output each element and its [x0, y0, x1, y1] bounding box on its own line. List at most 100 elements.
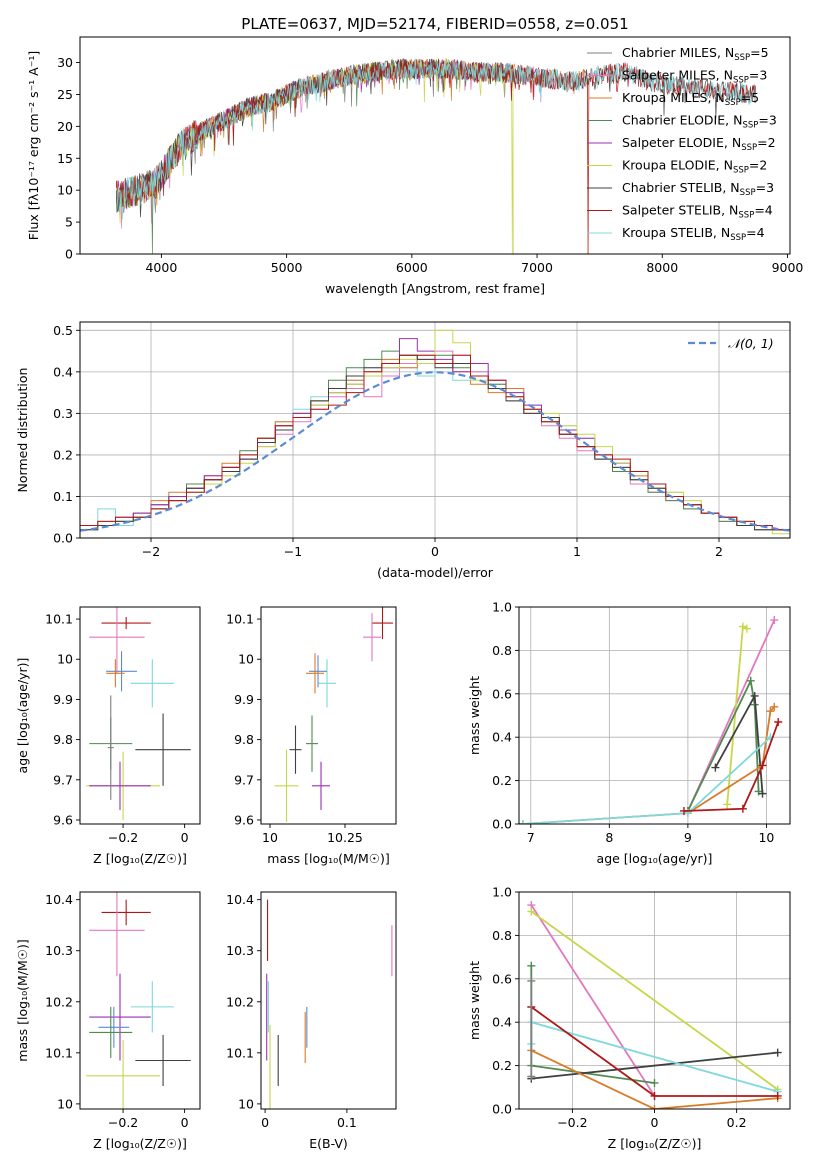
x-axis-label: Z [log₁₀(Z/Z☉)] [93, 851, 187, 866]
weight-marker [679, 806, 688, 815]
panel-age-vs-Z: −0.2 0 9.6 9.7 9.8 9.9 10 10.1 Z [log₁₀(Z/Z☉)] ag… [15, 606, 201, 866]
legend-name: Kroupa MILES [622, 90, 708, 105]
legend-name: Salpeter MILES [622, 68, 716, 83]
legend-nssp-value: =3 [756, 180, 774, 195]
legend-nssp-sub: SSP [734, 53, 750, 63]
weight-line [531, 1051, 778, 1080]
y-tick-label: 9.8 [53, 732, 73, 747]
y-tick-label: 10 [238, 652, 254, 667]
weight-marker [746, 676, 755, 685]
series-line [115, 58, 757, 254]
legend-nssp-value: =4 [746, 225, 764, 240]
x-tick-label: 9 [684, 830, 692, 845]
y-tick-label: 0.2 [492, 1058, 512, 1073]
weight-line [530, 1049, 778, 1109]
y-tick-label: 10.1 [45, 1045, 73, 1060]
legend-nssp-label: , N [716, 158, 733, 173]
x-tick-label: −0.2 [108, 1115, 138, 1130]
x-tick-label: 8 [605, 830, 613, 845]
legend-nssp-label: , N [713, 225, 730, 240]
legend-entry: Kroupa MILES, NSSP=5 [622, 90, 759, 108]
legend-name: Kroupa STELIB [622, 225, 713, 240]
x-tick-label: 7 [527, 830, 535, 845]
x-tick-label: 9000 [772, 260, 804, 275]
weight-marker [711, 763, 720, 772]
histogram-series [80, 354, 790, 538]
legend-nssp-label: , N [717, 45, 734, 60]
plot-area [80, 329, 790, 538]
y-tick-label: 9.8 [234, 732, 254, 747]
y-axis-label: Normed distribution [15, 368, 30, 493]
plot-area [266, 899, 393, 1109]
x-axis-label: age [log₁₀(age/yr)] [597, 851, 713, 866]
weight-line [530, 910, 779, 1091]
weight-marker [527, 961, 536, 970]
x-tick-label: 0 [261, 1115, 269, 1130]
legend-nssp-sub: SSP [725, 98, 741, 108]
y-tick-label: 0.0 [492, 1102, 512, 1117]
x-tick-label: 0 [181, 1115, 189, 1130]
y-tick-label: 0.0 [492, 817, 512, 832]
legend-name: Salpeter ELODIE [622, 135, 724, 150]
y-tick-label: 10.2 [45, 994, 73, 1009]
axes-frame [518, 606, 791, 825]
y-tick-label: 9.6 [53, 812, 73, 827]
y-axis-label: Flux [fλ10⁻¹⁷ erg cm⁻² s⁻¹ A⁻¹] [26, 51, 41, 240]
x-tick-label: 7000 [521, 260, 553, 275]
x-axis-label: Z [log₁₀(Z/Z☉)] [608, 1136, 702, 1151]
y-tick-label: 15 [57, 151, 73, 166]
x-tick-label: 0 [651, 1115, 659, 1130]
legend-entry: Kroupa STELIB, NSSP=4 [622, 225, 765, 243]
y-tick-label: 9.7 [234, 772, 254, 787]
y-tick-label: 30 [57, 55, 73, 70]
legend-nssp-value: =3 [758, 113, 776, 128]
y-tick-label: 0.1 [53, 489, 73, 504]
x-tick-label: 10 [758, 830, 774, 845]
legend-entry: Kroupa ELODIE, NSSP=2 [622, 158, 767, 176]
y-tick-label: 9.7 [53, 772, 73, 787]
legend-name: Chabrier STELIB [622, 180, 722, 195]
legend-nssp-label: , N [721, 203, 738, 218]
axes-frame [260, 606, 397, 825]
normal-curve [80, 371, 790, 532]
x-tick-label: −1 [284, 544, 302, 559]
x-tick-label: 10.25 [327, 830, 363, 845]
weight-marker [773, 1091, 782, 1100]
y-tick-label: 10 [57, 1096, 73, 1111]
x-tick-label: 0.1 [337, 1115, 357, 1130]
y-tick-label: 20 [57, 119, 73, 134]
legend-name: Chabrier MILES [622, 45, 717, 60]
legend-nssp-value: =2 [749, 158, 767, 173]
y-tick-label: 9.9 [53, 692, 73, 707]
weight-marker [527, 1072, 536, 1081]
weight-marker [738, 804, 747, 813]
axes-frame [79, 36, 791, 255]
y-tick-label: 1.0 [492, 885, 512, 900]
y-axis-label: age [log₁₀(age/yr)] [15, 658, 30, 774]
legend-nssp-label: , N [722, 180, 739, 195]
y-tick-label: 0.4 [492, 1015, 512, 1030]
x-axis-label: (data-model)/error [377, 565, 494, 580]
y-tick-label: 0.2 [492, 773, 512, 788]
plot-area [274, 607, 393, 822]
y-tick-label: 0.3 [53, 406, 73, 421]
legend-name: Salpeter STELIB [622, 203, 721, 218]
series-line [115, 57, 589, 254]
legend-nssp-label: , N [725, 113, 742, 128]
y-tick-label: 10 [57, 652, 73, 667]
y-tick-label: 10 [57, 183, 73, 198]
legend: 𝒩(0, 1) [688, 336, 774, 351]
x-tick-label: 0 [181, 830, 189, 845]
x-tick-label: −2 [142, 544, 160, 559]
x-tick-label: 2 [715, 544, 723, 559]
axes-frame [79, 606, 201, 825]
legend-name: Kroupa ELODIE [622, 158, 716, 173]
y-axis-label: mass weight [467, 676, 482, 755]
y-tick-label: 0.6 [492, 686, 512, 701]
x-tick-label: 4000 [145, 260, 177, 275]
weight-line [687, 677, 760, 812]
x-tick-label: 10 [262, 830, 278, 845]
legend-nssp-label: , N [724, 135, 741, 150]
